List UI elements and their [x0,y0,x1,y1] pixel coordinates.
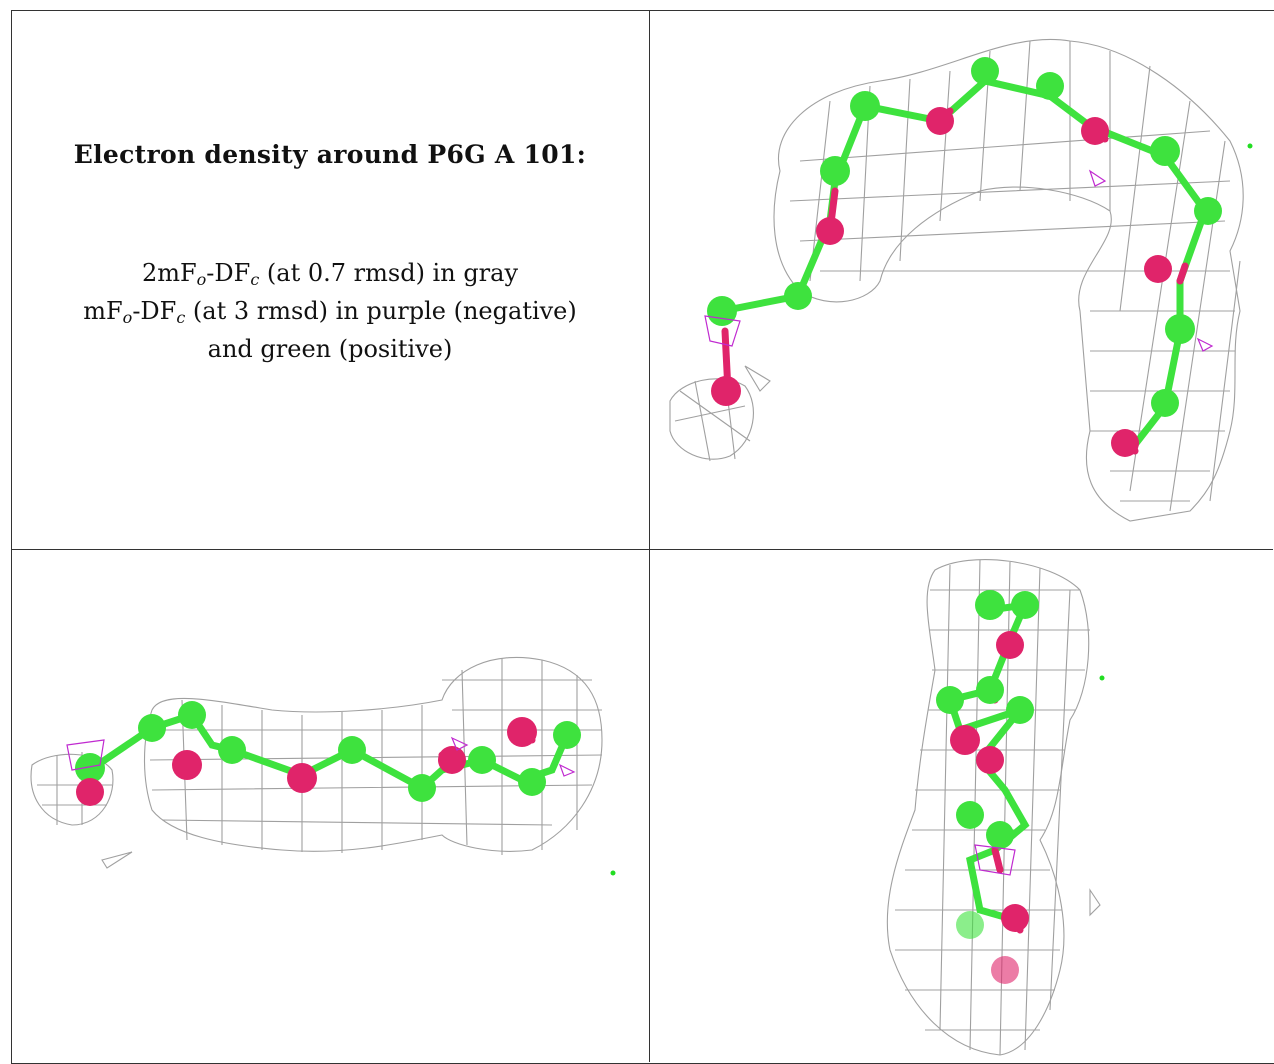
density-render-side [30,656,616,876]
legend-line1-suffix: (at 0.7 rmsd) in gray [259,259,519,287]
carbon-atom [986,821,1014,849]
density-panel-front [650,11,1273,548]
carbon-atom [820,156,850,186]
legend-line1-mid: -DF [206,259,251,287]
carbon-atom [218,736,246,764]
oxygen-atom [991,956,1019,984]
oxygen-atom [438,746,466,774]
carbon-atom [1165,314,1195,344]
carbon-atom [408,774,436,802]
legend-line1-prefix: 2mF [141,259,197,287]
oxygen-atom [287,763,317,793]
carbon-atom [553,721,581,749]
carbon-atom [1151,389,1179,417]
ligand-atoms-top [936,590,1039,984]
oxygen-atom [711,376,741,406]
legend-line1-sub-c: c [250,270,260,289]
carbon-atom [784,282,812,310]
mesh-2mfo-side [30,656,603,869]
density-render-top [886,559,1105,1056]
mesh-2mfo-front [669,38,1244,522]
oxygen-atom [507,717,537,747]
ligand-atoms-side [75,701,581,806]
oxygen-atom [76,778,104,806]
carbon-atom [1150,136,1180,166]
carbon-atom [1006,696,1034,724]
density-panel-top [650,550,1273,1063]
density-render-front [669,38,1253,522]
positive-density-blob [610,870,616,876]
carbon-atom [1036,72,1064,100]
legend-line2-prefix: mF [83,297,123,325]
legend-line2-sub-o: o [122,308,133,327]
carbon-atom [518,768,546,796]
caption-cell: Electron density around P6G A 101: 2mFo-… [12,12,648,548]
oxygen-atom [996,631,1024,659]
carbon-atom [971,57,999,85]
oxygen-atom [1111,429,1139,457]
negative-density-front [704,169,1214,352]
ligand-atoms-front [707,57,1222,457]
carbon-atom [178,701,206,729]
legend-line2-suffix: (at 3 rmsd) in purple (negative) [185,297,577,325]
negative-density-top [974,844,1016,876]
oxygen-atom [950,725,980,755]
legend-line-colors: and green (positive) [207,335,453,363]
negative-density-side [66,736,576,777]
legend-line-2mfo: 2mFo-DFc (at 0.7 rmsd) in gray [12,254,648,292]
oxygen-atom [976,746,1004,774]
carbon-atom [1011,591,1039,619]
oxygen-atom [172,750,202,780]
density-panel-side [12,550,649,1063]
carbon-atom [1194,197,1222,225]
carbon-atom [936,686,964,714]
caption-title: Electron density around P6G A 101: [73,140,587,169]
carbon-atom [975,590,1005,620]
oxygen-atom [926,107,954,135]
carbon-atom [707,296,737,326]
oxygen-atom [1144,255,1172,283]
oxygen-atom [1001,904,1029,932]
horizontal-divider [11,549,1273,550]
carbon-atom [976,676,1004,704]
legend-line-mfo: mFo-DFc (at 3 rmsd) in purple (negative) [12,292,648,330]
vertical-divider [649,10,650,1062]
carbon-atom [338,736,366,764]
oxygen-atom [816,217,844,245]
legend-line2-sub-c: c [176,308,186,327]
carbon-atom [75,753,105,783]
carbon-atom [850,91,880,121]
positive-density-blob [1099,675,1105,681]
caption-legend: 2mFo-DFc (at 0.7 rmsd) in gray mFo-DFc (… [12,254,648,368]
legend-line2-mid: -DF [132,297,177,325]
carbon-atom [956,801,984,829]
legend-line1-sub-o: o [196,270,207,289]
oxygen-atom [1081,117,1109,145]
mesh-2mfo-top [886,559,1101,1056]
positive-density-blob [1247,143,1253,149]
carbon-atom [956,911,984,939]
carbon-atom [138,714,166,742]
carbon-atom [468,746,496,774]
